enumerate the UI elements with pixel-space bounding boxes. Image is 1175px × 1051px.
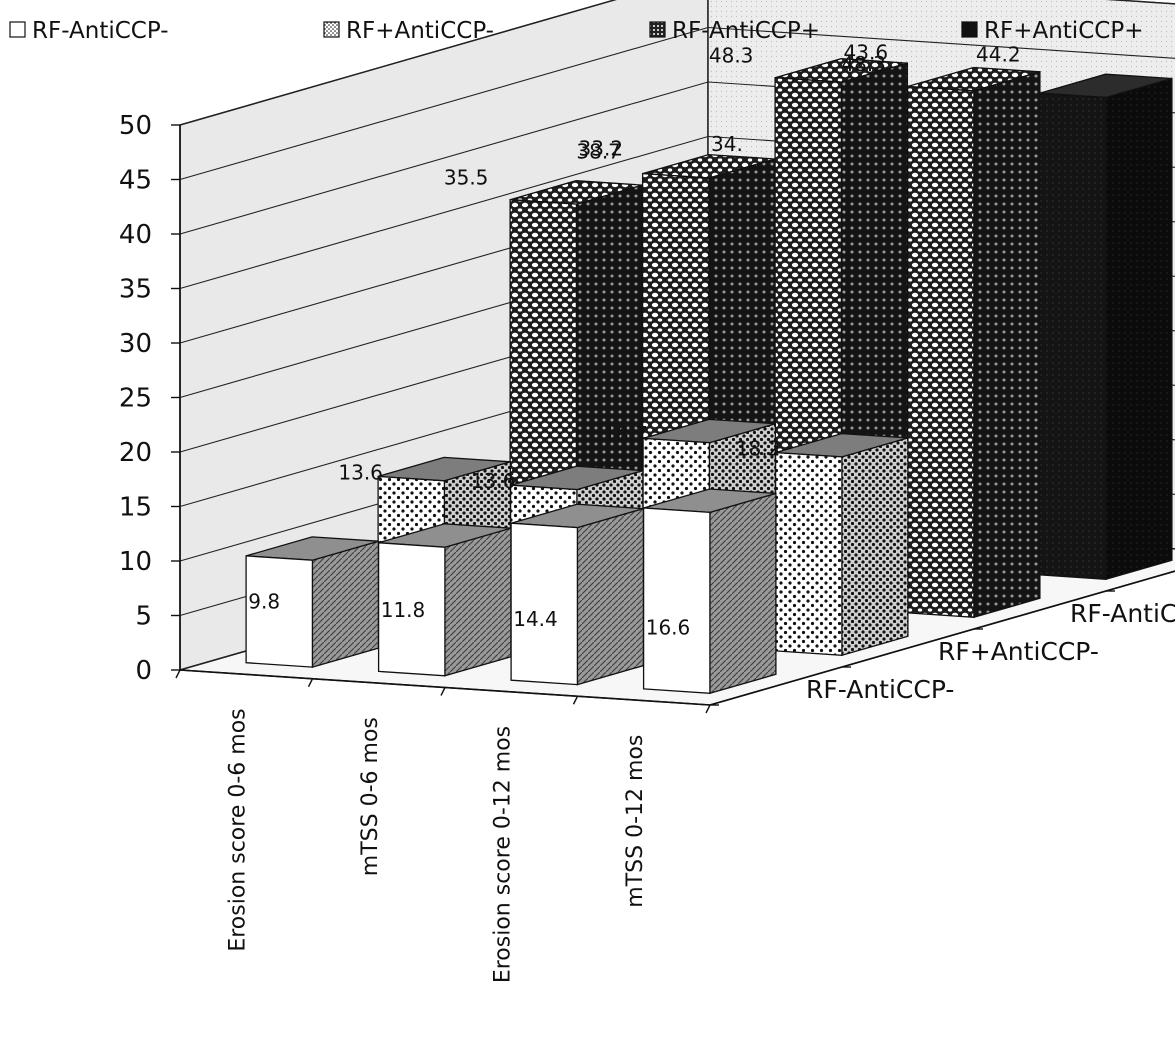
y-tick-label: 50 <box>119 111 152 141</box>
bar-rfminusanticcpminus-mtss-0minus6-mos <box>377 523 512 677</box>
y-tick-label: 15 <box>119 493 152 523</box>
depth-label-rfminusanticcpminus: RF-AntiCCP- <box>806 675 954 704</box>
bar-rfminusanticcpminus-mtss-0minus12-mos <box>642 488 777 695</box>
legend-item-rfminusanticcpplus: RF-AntiCCP+ <box>649 18 820 44</box>
value-label-rfplusanticcpminus-mtss-0minus6-mos: 13.6 <box>471 469 516 493</box>
y-tick-label: 35 <box>119 275 152 305</box>
value-label-rfminusanticcpminus-erosion-score-0minus6-mos: 9.8 <box>248 589 280 613</box>
bar-front-face <box>774 451 843 656</box>
value-label-rfplusanticcpminus-erosion-score-0minus12-mos: 18.7 <box>603 422 648 446</box>
value-label-rfminusanticcpminus-mtss-0minus12-mos: 16.6 <box>646 616 691 640</box>
bar-front-face <box>377 542 446 677</box>
y-tick-label: 40 <box>119 220 152 250</box>
bar-side-face <box>973 70 1041 619</box>
bar-side-face <box>576 507 645 686</box>
x-tick-mark <box>440 687 446 696</box>
bar-side-face <box>841 437 909 657</box>
x-axis-category-labels: Erosion score 0-6 mos mTSS 0-6 mos Erosion… <box>225 708 648 983</box>
bar-side-face <box>444 527 512 677</box>
bar-rfminusanticcpminus-erosion-score-0minus6-mos <box>245 536 380 668</box>
value-label-rfminusanticcpminus-erosion-score-0minus12-mos: 14.4 <box>513 607 558 631</box>
value-label-rfminusanticcpplus-erosion-score-0minus6-mos: 35.5 <box>444 165 489 189</box>
legend-label: RF+AntiCCP- <box>346 18 494 44</box>
legend-swatch-icon <box>9 21 26 38</box>
depth-axis-series-labels: RF-AntiCCP-RF+AntiCCP-RF-AntiCCP+RF+Anti… <box>806 599 1175 704</box>
category-label-erosion-score-0minus6-mos: Erosion score 0-6 mos <box>225 708 250 951</box>
legend-item-rfminusanticcpminus: RF-AntiCCP- <box>9 18 169 44</box>
category-label-mtss-0minus12-mos: mTSS 0-12 mos <box>623 735 648 908</box>
legend: RF-AntiCCP- RF+AntiCCP- RF-AntiCCP+ RF+Anti… <box>9 18 1143 44</box>
y-tick-label: 20 <box>119 438 152 468</box>
x-tick-mark <box>307 678 314 688</box>
bar-side-face <box>311 540 380 668</box>
bar-front-face <box>1038 92 1107 580</box>
bar-side-face <box>1105 77 1173 581</box>
legend-swatch-icon <box>323 21 340 38</box>
legend-label: RF+AntiCCP+ <box>984 18 1143 44</box>
value-label-rfminusanticcpplus-mtss-0minus6-mos: 38.7 <box>576 139 621 163</box>
bar-front-face <box>642 507 711 694</box>
bar-group <box>245 58 1173 695</box>
value-label-rfminusanticcpminus-mtss-0minus6-mos: 11.8 <box>381 598 426 622</box>
bar-front-face <box>906 85 975 618</box>
depth-label-rfplusanticcpminus: RF+AntiCCP- <box>938 637 1099 666</box>
y-tick-label: 0 <box>135 656 152 686</box>
gridline-45 <box>179 26 1175 181</box>
y-tick-label: 25 <box>119 384 152 414</box>
x-tick-mark <box>572 695 579 705</box>
legend-item-rfplusanticcpplus: RF+AntiCCP+ <box>961 18 1143 44</box>
value-label-rfminusanticcpplus-mtss-0minus12-mos: 48.3 <box>841 52 886 76</box>
y-tick-label: 10 <box>119 547 152 577</box>
x-tick-mark <box>175 669 181 679</box>
y-tick-label: 5 <box>135 602 152 632</box>
value-label-rfplusanticcpplus-erosion-score-0minus6-mos: 33.2 <box>579 136 624 160</box>
value-label-rfminusanticcpplus-erosion-score-0minus12-mos: 48.3 <box>709 43 754 67</box>
value-label-rfplusanticcpplus-erosion-score-0minus12-mos: 43.6 <box>844 40 889 64</box>
bar-rfminusanticcpminus-erosion-score-0minus12-mos <box>510 503 645 686</box>
value-label-rfplusanticcpplus-mtss-0minus6-mos: 34. <box>711 132 743 156</box>
value-label-rfplusanticcpplus-mtss-0minus12-mos: 44.2 <box>976 43 1021 67</box>
legend-item-rfplusanticcpminus: RF+AntiCCP- <box>323 18 494 44</box>
y-tick-label: 45 <box>119 166 152 196</box>
depth-label-rfminusanticcpplus: RF-AntiCCP+ <box>1070 599 1175 628</box>
axes <box>175 125 1175 714</box>
gridline-50 <box>179 0 1175 126</box>
category-label-mtss-0minus6-mos: mTSS 0-6 mos <box>358 717 383 876</box>
bar-front-face <box>510 522 579 686</box>
legend-swatch-icon <box>961 21 978 38</box>
data-labels: 9.8 11.8 14.4 16.6 13.6 13.6 18.7 18.2 35.5 38.7 4… <box>248 40 1020 639</box>
y-tick-label: 30 <box>119 329 152 359</box>
legend-label: RF-AntiCCP+ <box>672 18 820 44</box>
value-label-rfplusanticcpminus-mtss-0minus12-mos: 18.2 <box>736 436 781 460</box>
value-label-rfplusanticcpminus-erosion-score-0minus6-mos: 13.6 <box>338 460 383 484</box>
legend-label: RF-AntiCCP- <box>32 18 169 44</box>
x-tick-mark <box>705 704 711 714</box>
y-axis-ticks: 0 5 10 15 20 25 30 35 40 45 50 <box>119 111 180 686</box>
bar-rfplusanticcpminus-mtss-0minus12-mos <box>774 432 909 657</box>
category-label-erosion-score-0minus12-mos: Erosion score 0-12 mos <box>490 726 515 983</box>
bar-rfminusanticcpplus-mtss-0minus12-mos <box>906 66 1041 619</box>
bar-rfplusanticcpplus-mtss-0minus12-mos <box>1038 73 1173 581</box>
legend-swatch-icon <box>649 21 666 38</box>
bar-side-face <box>709 492 777 695</box>
bar-front-face <box>245 555 314 668</box>
